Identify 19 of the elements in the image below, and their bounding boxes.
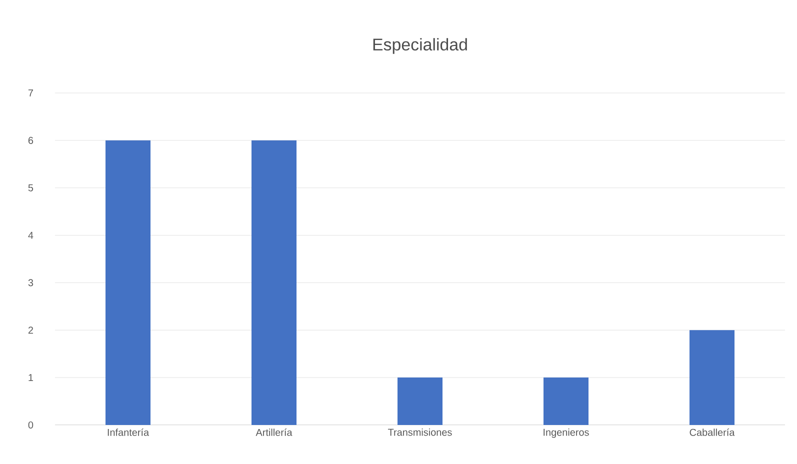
y-tick-label: 1 (28, 374, 34, 381)
bar (544, 378, 589, 425)
y-tick-label: 6 (28, 136, 34, 144)
y-tick-label: 3 (28, 279, 34, 286)
x-tick-label: Artillería (256, 428, 292, 436)
x-tick-label: Caballería (690, 428, 735, 436)
y-tick-label: 7 (28, 90, 33, 96)
chart-title: Especialidad (373, 38, 467, 54)
bar (690, 330, 735, 425)
y-tick-label: 2 (28, 326, 33, 334)
bar (398, 378, 443, 425)
x-tick-label: Ingenieros (544, 428, 589, 438)
y-tick-label: 4 (28, 232, 34, 239)
y-tick-label: 5 (28, 184, 34, 192)
x-tick-label: Transmisiones (388, 428, 452, 436)
bar (252, 140, 297, 425)
bar (106, 140, 151, 425)
y-tick-label: 0 (28, 421, 34, 429)
x-tick-label: Infantería (108, 428, 150, 436)
